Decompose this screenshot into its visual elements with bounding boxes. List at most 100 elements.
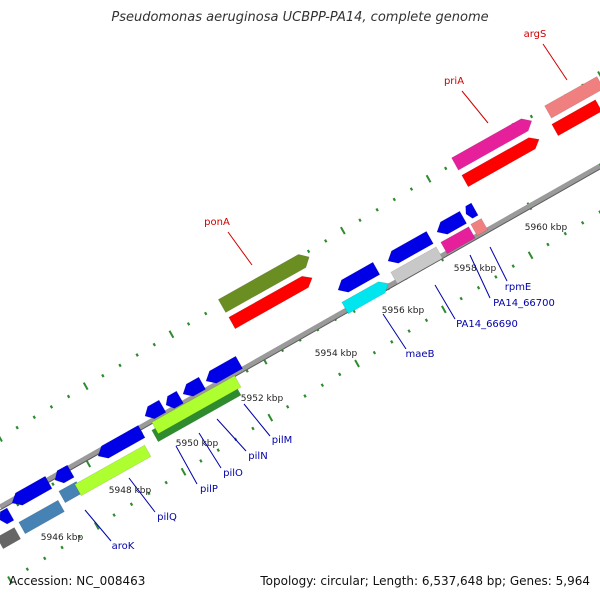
gene-bar-rpme (470, 218, 489, 237)
tick-mark (285, 404, 290, 409)
cds-arrow (337, 261, 381, 293)
tick-mark (186, 322, 191, 326)
gene-label-leader (489, 246, 508, 282)
gene-label: pilO (223, 468, 243, 479)
scale-label: 5958 kbp (454, 264, 497, 274)
tick-mark (32, 415, 36, 420)
priA-gene-bar (451, 118, 533, 171)
gene-features (0, 76, 600, 550)
tick-mark (529, 114, 534, 119)
scale-label: 5954 kbp (315, 349, 358, 359)
tick-mark (597, 71, 600, 78)
cds-arrow (144, 399, 167, 420)
scale-label: 5960 kbp (525, 223, 568, 233)
backbone-line (0, 163, 600, 510)
tick-mark (66, 394, 71, 399)
tick-mark (527, 251, 534, 260)
gene-label: priA (444, 76, 464, 87)
tick-mark (101, 373, 105, 378)
gene-label: PA14_66700 (493, 298, 555, 309)
tick-mark (392, 197, 396, 202)
gene-label: pilQ (157, 512, 177, 523)
tick-mark (51, 482, 55, 486)
gene-label: pilP (200, 484, 218, 495)
tick-mark (82, 382, 89, 391)
gene-label: argS (524, 29, 547, 40)
gene-label-leader (128, 477, 156, 513)
gene-label-leader (461, 90, 489, 124)
tick-mark (7, 576, 13, 584)
cds-arrow (0, 507, 15, 525)
tick-mark (118, 363, 122, 368)
tick-mark (390, 340, 394, 344)
tick-mark (152, 342, 156, 347)
genome-backbone (0, 163, 600, 511)
tick-mark (15, 425, 19, 430)
tick-mark (424, 318, 429, 323)
tick-mark (112, 513, 116, 517)
gene-bar-pa14-66700 (440, 226, 476, 255)
tick-mark (409, 187, 414, 191)
backbone-shadow (0, 168, 600, 511)
tick-mark (180, 467, 187, 476)
tick-mark (251, 426, 255, 431)
tick-mark (0, 435, 3, 442)
tick-mark (164, 480, 168, 485)
tick-mark (129, 502, 134, 507)
gene-bar-dark-gray (0, 527, 22, 550)
gene-label-leader (382, 313, 407, 350)
gene-label-leader (227, 231, 253, 266)
tick-mark (43, 556, 47, 561)
gene-bar-pilq (74, 444, 152, 497)
tick-mark (476, 285, 481, 290)
tick-mark (60, 545, 64, 550)
tick-mark (199, 459, 203, 463)
tick-mark (444, 166, 448, 171)
cds-arrow (11, 475, 53, 506)
gene-label-leader (198, 432, 222, 469)
tick-mark (77, 534, 82, 539)
cds-arrow (165, 390, 184, 409)
gene-bar-pa14-66690 (390, 246, 443, 285)
cds-arrow (97, 424, 146, 459)
argS-gene-bar (544, 76, 600, 119)
priA-cds-bar (461, 137, 540, 188)
cds-arrow (465, 202, 479, 219)
footer-summary: Topology: circular; Length: 6,537,648 bp… (260, 574, 590, 588)
gene-label: maeB (406, 349, 435, 360)
tick-mark (320, 383, 325, 388)
tick-mark (93, 521, 100, 530)
ponA-cds-bar (228, 275, 313, 330)
gene-label-leader (175, 445, 198, 485)
tick-mark (546, 242, 550, 247)
gene-label: pilM (272, 435, 293, 446)
gene-label-leader (542, 43, 568, 81)
tick-mark (459, 296, 463, 301)
tick-mark (340, 226, 346, 235)
cds-arrow (205, 355, 244, 384)
tick-mark (440, 305, 447, 314)
tick-mark (494, 275, 498, 279)
argS-cds-bar (551, 99, 600, 137)
tick-mark (303, 394, 307, 398)
tick-mark (267, 413, 274, 422)
tick-mark (324, 239, 328, 243)
tick-mark (338, 372, 342, 377)
tick-mark (580, 220, 585, 225)
scale-label: 5952 kbp (241, 394, 284, 404)
gene-bar-pil-lime (151, 375, 242, 435)
tick-mark (216, 448, 220, 452)
gene-label-leader (434, 284, 456, 320)
tick-mark (25, 567, 30, 572)
cds-arrow (182, 376, 207, 397)
scale-label: 5950 kbp (176, 439, 219, 449)
tick-mark (168, 330, 175, 339)
tick-mark (354, 359, 360, 368)
scale-label: 5956 kbp (382, 306, 425, 316)
scale-label: 5946 kbp (41, 533, 84, 543)
gene-bar-arok (18, 499, 65, 535)
cds-arrow (436, 210, 468, 235)
gene-label: PA14_66690 (456, 319, 518, 330)
tick-mark (511, 264, 515, 268)
